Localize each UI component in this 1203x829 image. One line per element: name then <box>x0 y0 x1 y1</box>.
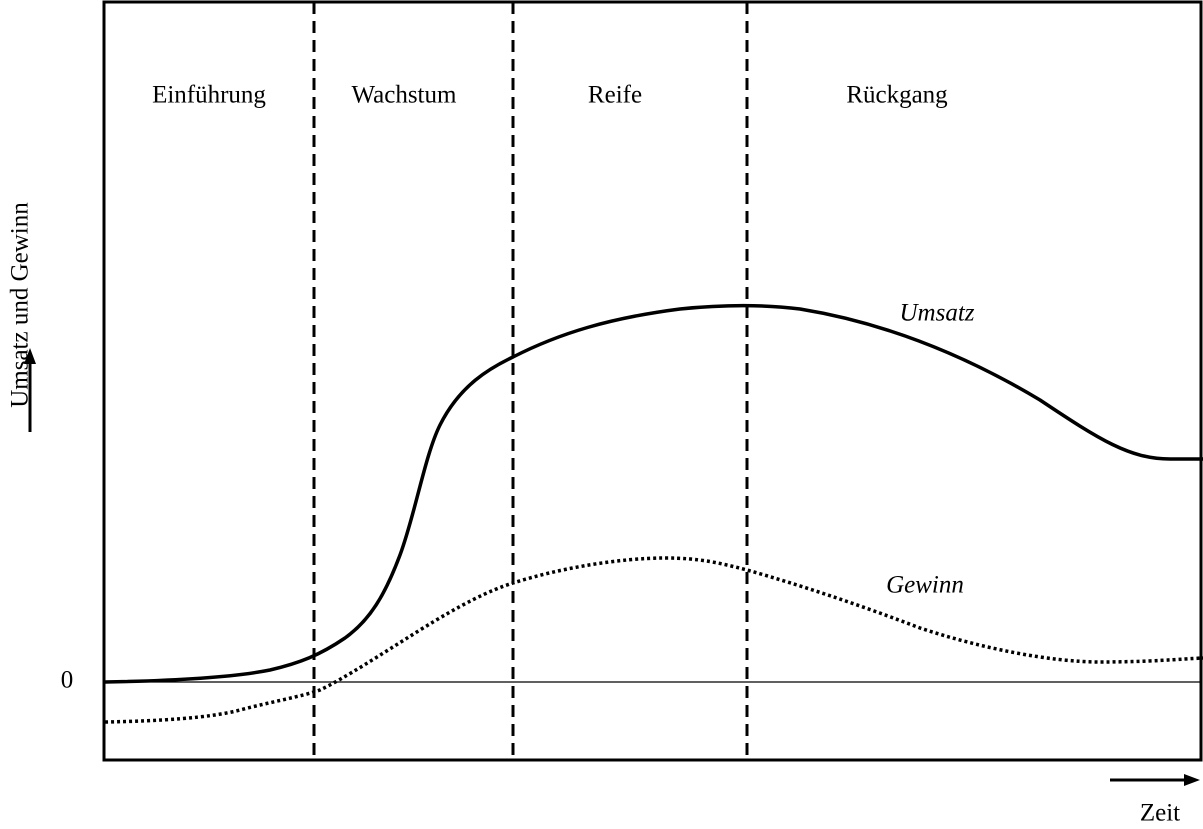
phase-dividers <box>312 2 749 760</box>
profit-curve <box>104 556 1203 724</box>
x-axis-label: Zeit <box>1140 800 1180 827</box>
phase-label: Einführung <box>152 82 266 109</box>
phase-label: Wachstum <box>352 82 457 109</box>
frame <box>102 0 1203 762</box>
curve-label: Umsatz <box>899 300 974 327</box>
curve-label: Gewinn <box>886 572 964 599</box>
sales-curve <box>104 303 1203 684</box>
zero-label: 0 <box>61 667 74 694</box>
x-arrow-head <box>1184 774 1200 786</box>
phase-label: Reife <box>588 82 642 109</box>
y-arrow-head <box>24 348 36 364</box>
phase-label: Rückgang <box>846 82 948 109</box>
